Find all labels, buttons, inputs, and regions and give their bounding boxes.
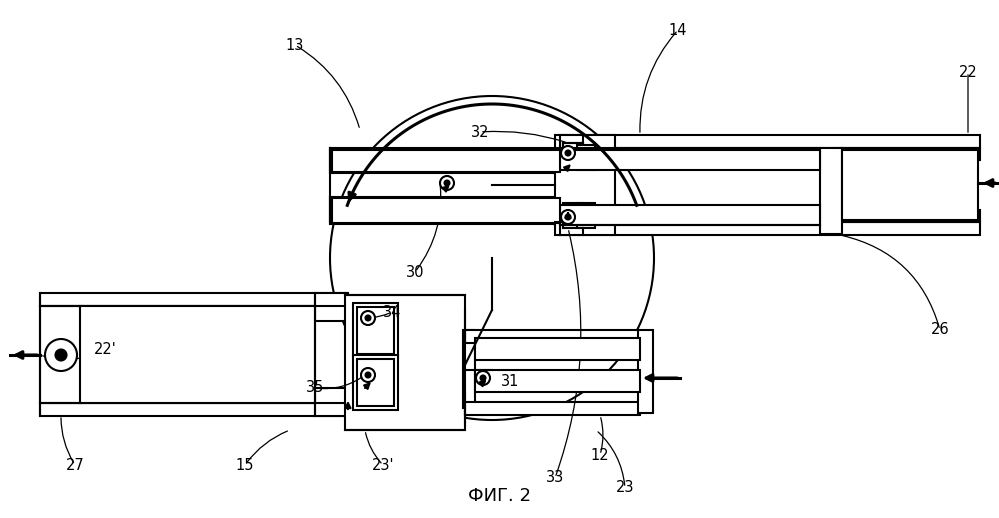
Bar <box>463 330 475 408</box>
Bar <box>475 370 640 392</box>
Bar <box>842 150 978 220</box>
Bar <box>465 330 640 343</box>
Circle shape <box>565 151 570 155</box>
Bar <box>560 205 820 225</box>
Text: 32: 32 <box>471 124 490 139</box>
Bar <box>475 338 640 360</box>
Bar <box>555 135 615 235</box>
Bar <box>563 143 583 163</box>
Text: 23': 23' <box>372 457 395 472</box>
Circle shape <box>361 311 375 325</box>
Bar <box>357 359 394 406</box>
Bar <box>577 203 595 228</box>
Text: 22: 22 <box>959 65 977 79</box>
Circle shape <box>366 372 371 378</box>
Bar <box>40 403 348 416</box>
Bar <box>357 307 394 354</box>
Circle shape <box>330 96 654 420</box>
Text: 34: 34 <box>383 305 402 320</box>
Bar <box>40 306 82 403</box>
Circle shape <box>561 210 575 224</box>
Bar <box>820 148 842 234</box>
Bar <box>577 145 595 170</box>
Bar <box>840 148 980 160</box>
Circle shape <box>445 180 450 185</box>
Circle shape <box>45 339 77 371</box>
Bar <box>581 207 591 224</box>
Bar <box>40 293 348 306</box>
Circle shape <box>440 176 454 190</box>
Bar <box>332 150 560 172</box>
Bar <box>345 295 465 430</box>
Text: 23: 23 <box>615 481 634 496</box>
Bar <box>80 306 315 403</box>
Text: 15: 15 <box>236 457 255 472</box>
Bar <box>332 198 560 223</box>
Bar <box>353 355 398 410</box>
Bar <box>330 148 560 173</box>
Circle shape <box>481 376 486 381</box>
Text: 12: 12 <box>590 448 609 463</box>
Bar <box>353 303 398 358</box>
Text: ФИГ. 2: ФИГ. 2 <box>469 487 531 505</box>
Text: 22': 22' <box>94 342 116 357</box>
Bar <box>638 330 653 413</box>
Text: 27: 27 <box>66 457 84 472</box>
Circle shape <box>361 368 375 382</box>
Bar <box>330 197 560 224</box>
Circle shape <box>561 146 575 160</box>
Bar <box>560 222 980 235</box>
Bar <box>560 135 980 148</box>
Text: 35: 35 <box>306 381 325 396</box>
Bar <box>315 293 347 321</box>
Circle shape <box>56 350 67 361</box>
Text: 26: 26 <box>931 323 949 338</box>
Bar <box>563 203 583 223</box>
Text: 31: 31 <box>500 375 519 390</box>
Text: 14: 14 <box>668 22 687 37</box>
Circle shape <box>366 315 371 321</box>
Bar <box>465 402 640 415</box>
Bar <box>560 150 820 170</box>
Bar <box>315 388 347 416</box>
Text: 33: 33 <box>545 470 564 485</box>
Circle shape <box>565 214 570 220</box>
Bar <box>840 210 980 222</box>
Text: 13: 13 <box>286 37 304 52</box>
Bar <box>581 149 591 166</box>
Text: 30: 30 <box>406 265 425 280</box>
Circle shape <box>476 371 490 385</box>
